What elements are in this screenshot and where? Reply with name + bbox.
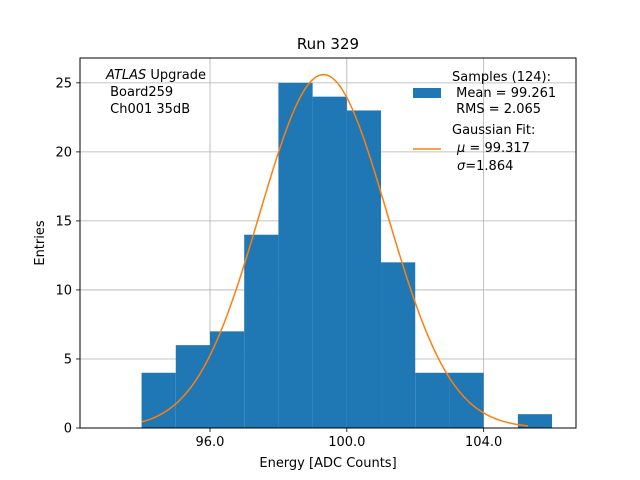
y-tick-label: 5 xyxy=(64,352,72,367)
annotation-board: Board259 xyxy=(106,85,173,100)
x-tick-label: 96.0 xyxy=(196,435,225,450)
mu-symbol: μ xyxy=(456,141,465,156)
axis-ticks: 96.0 100.0 104.0 0 5 10 15 20 25 xyxy=(55,76,502,450)
histogram-bar xyxy=(175,345,210,428)
legend-samples-header: Samples (124): xyxy=(452,70,551,85)
histogram-bar xyxy=(517,414,553,428)
y-tick-label: 0 xyxy=(64,422,72,437)
atlas-upgrade: Upgrade xyxy=(146,68,206,83)
y-tick-label: 10 xyxy=(55,283,72,298)
histogram-bar xyxy=(244,234,279,428)
histogram-bar xyxy=(381,262,416,428)
legend-samples-mean: Mean = 99.261 xyxy=(452,86,556,101)
y-tick-label: 20 xyxy=(55,145,72,160)
y-tick-label: 25 xyxy=(55,76,72,91)
x-axis-label: Energy [ADC Counts] xyxy=(259,456,396,471)
histogram-bars xyxy=(141,82,553,429)
histogram-bar xyxy=(141,372,176,428)
plot-frame xyxy=(79,57,577,429)
histogram-bar xyxy=(278,82,313,429)
annotation-channel: Ch001 35dB xyxy=(106,102,190,117)
x-tick-label: 100.0 xyxy=(328,435,365,450)
histogram-bar xyxy=(312,96,347,429)
legend: Samples (124): Mean = 99.261 RMS = 2.065… xyxy=(413,70,556,174)
y-axis-label: Entries xyxy=(33,220,48,266)
mu-value: = 99.317 xyxy=(465,141,530,156)
atlas-italic: ATLAS xyxy=(105,68,146,83)
legend-fit-mu: μ = 99.317 xyxy=(456,141,530,156)
legend-fit-header: Gaussian Fit: xyxy=(452,123,535,138)
y-tick-label: 15 xyxy=(55,214,72,229)
histogram-bar xyxy=(209,331,245,428)
atlas-annotation-title: ATLAS Upgrade xyxy=(105,68,206,83)
chart-title: Run 329 xyxy=(297,35,359,53)
legend-fit-sigma: σ=1.864 xyxy=(457,159,513,174)
legend-samples-rms: RMS = 2.065 xyxy=(452,102,541,117)
histogram-bar xyxy=(346,110,382,429)
sigma-symbol: σ xyxy=(457,159,466,174)
sigma-value: =1.864 xyxy=(465,159,513,174)
x-tick-label: 104.0 xyxy=(465,435,502,450)
histogram-bar xyxy=(415,372,450,428)
gaussian-fit-curve xyxy=(141,73,529,427)
legend-samples-swatch xyxy=(413,88,441,98)
